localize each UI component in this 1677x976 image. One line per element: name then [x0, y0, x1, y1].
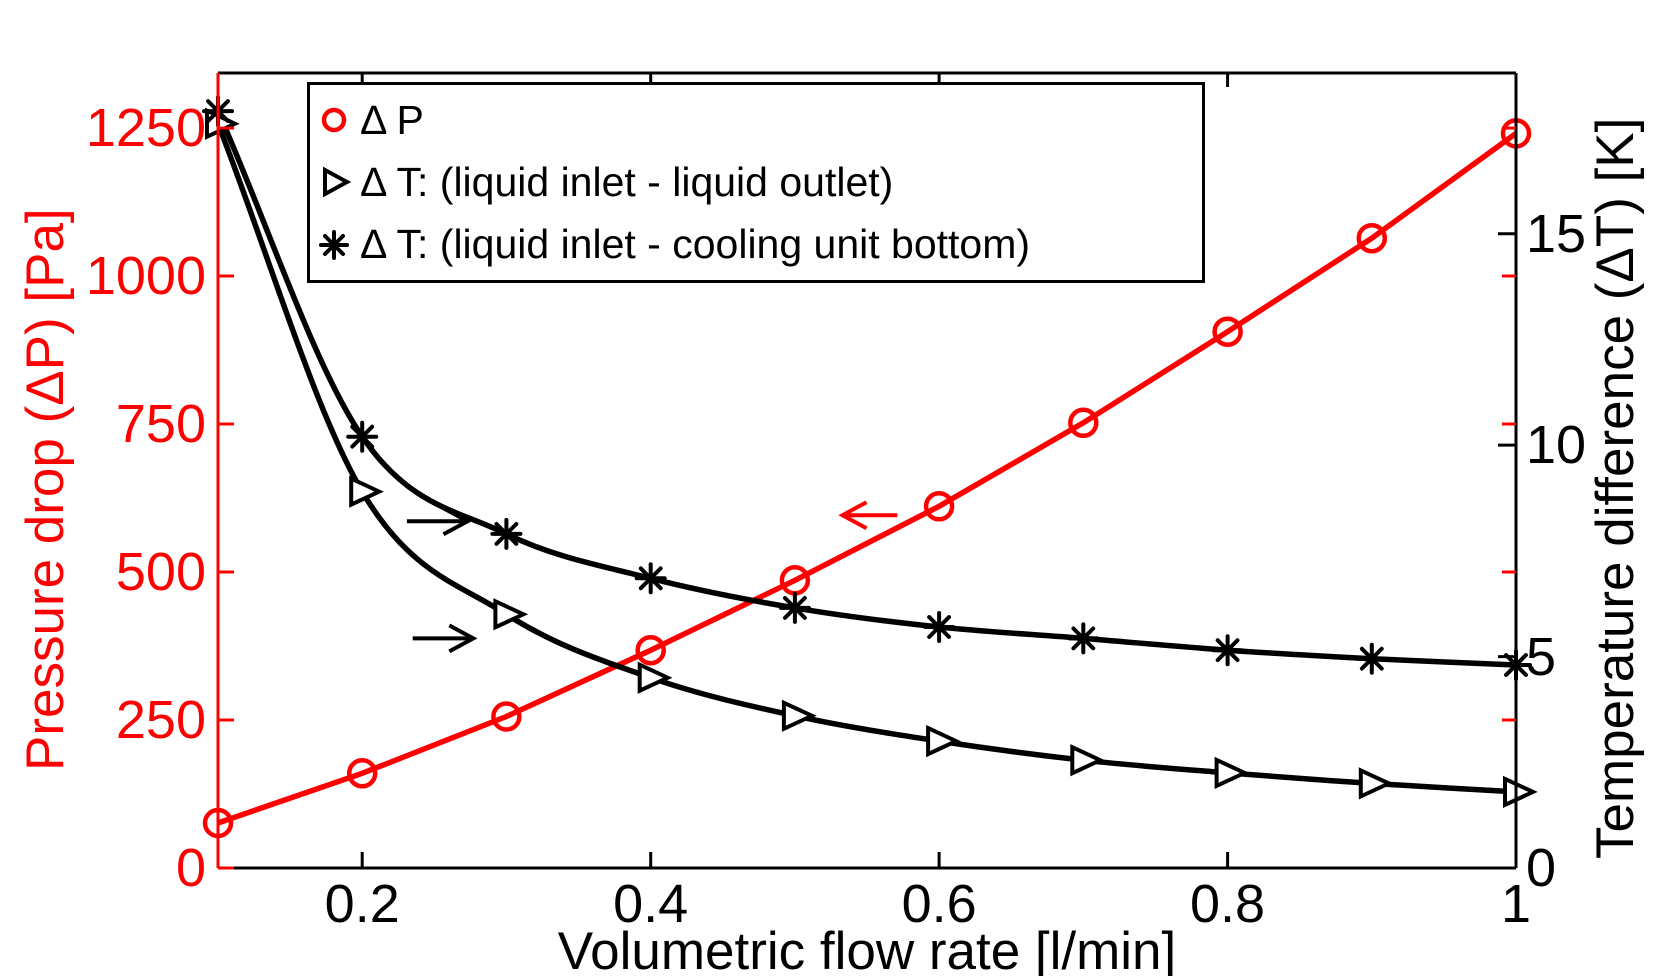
triangle-right-marker-icon [323, 167, 352, 198]
delta-p-marker [1356, 222, 1388, 254]
arrow-to-left-axis [838, 500, 898, 530]
delta-t-outlet-marker [1070, 744, 1106, 777]
delta-t-outlet-marker [349, 475, 384, 508]
right-axis-title: Temperature difference (ΔT) [K] [1586, 117, 1645, 859]
delta-t-bottom-marker [923, 611, 956, 643]
delta-t-bottom-marker [1355, 642, 1388, 675]
circle-marker-icon [321, 107, 347, 133]
delta-t-outlet-marker [1214, 756, 1250, 790]
asterisk-marker-icon [319, 229, 349, 260]
legend-label: Δ T: (liquid inlet - cooling unit bottom… [360, 221, 1031, 268]
axis-arrows-layer [406, 500, 898, 654]
legend-label: Δ T: (liquid inlet - liquid outlet) [360, 158, 894, 205]
arrow-to-right-axis-lower [412, 623, 478, 654]
delta-p-marker [923, 491, 955, 522]
delta-t-outlet-marker [781, 699, 817, 732]
x-axis-title: Volumetric flow rate [l/min] [557, 922, 1177, 976]
legend-item-delta-t-bottom: Δ T: (liquid inlet - cooling unit bottom… [310, 221, 1202, 268]
delta-p-marker [346, 758, 378, 789]
delta-p-curve [217, 131, 1518, 826]
delta-t-outlet-curve [215, 122, 1517, 795]
delta-t-outlet-marker [493, 598, 529, 631]
delta-t-outlet-marker [1358, 767, 1394, 800]
delta-p-marker [491, 701, 522, 732]
delta-p-marker [635, 634, 666, 666]
delta-t-outlet-marker [1503, 775, 1538, 809]
delta-t-bottom-marker [490, 517, 523, 550]
legend-label: Δ P [360, 96, 424, 143]
arrow-to-right-axis-upper [406, 506, 472, 536]
delta-t-bottom-curve [215, 109, 1517, 668]
legend: Δ P Δ T: (liquid inlet - liquid outlet) … [307, 82, 1205, 283]
legend-item-delta-t-outlet: Δ T: (liquid inlet - liquid outlet) [310, 159, 1202, 206]
delta-t-bottom-marker [778, 591, 811, 624]
axes-layer [216, 71, 1518, 870]
delta-t-bottom-marker [346, 420, 379, 453]
delta-p-marker [1068, 407, 1099, 439]
left-axis-title: Pressure drop (ΔP) [Pa] [16, 208, 75, 772]
delta-t-outlet-marker [637, 661, 673, 694]
curves-layer [215, 109, 1518, 826]
delta-t-bottom-marker [1067, 622, 1100, 655]
legend-item-delta-p: Δ P [310, 97, 1202, 144]
delta-p-marker [1212, 316, 1243, 347]
delta-t-bottom-marker [1211, 634, 1244, 667]
delta-t-outlet-marker [926, 724, 961, 758]
delta-t-bottom-marker [634, 562, 667, 595]
